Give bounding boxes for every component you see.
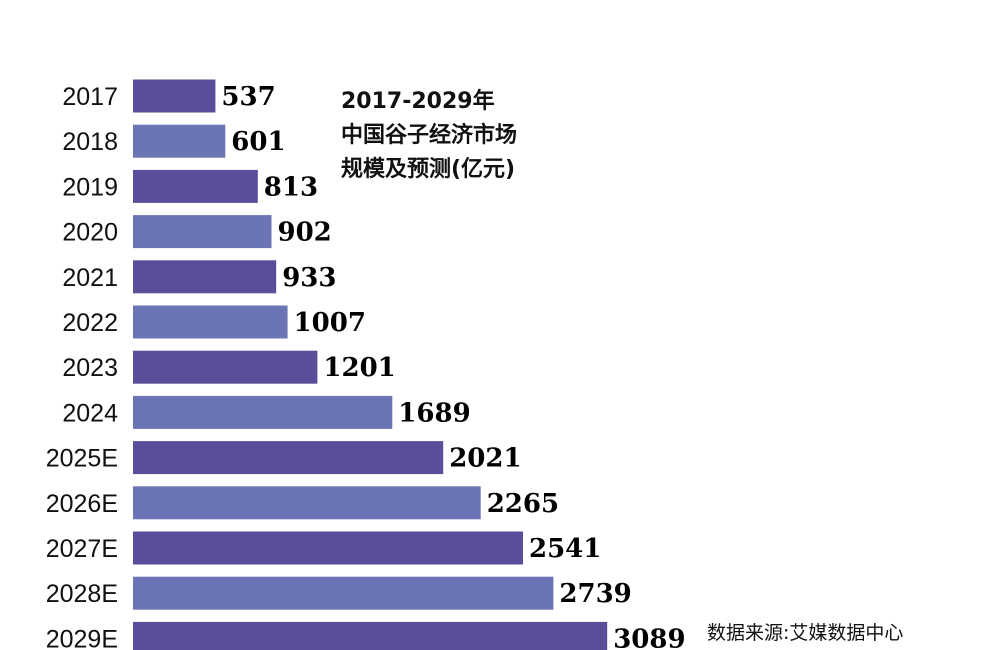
source-note: 数据来源:艾媒数据中心 [707, 622, 903, 644]
category-label: 2022 [62, 309, 118, 337]
value-label: 601 [231, 127, 285, 157]
category-label: 2019 [62, 173, 118, 201]
category-label: 2020 [62, 219, 118, 247]
category-label: 2025E [46, 445, 118, 473]
value-label: 3089 [613, 624, 685, 650]
value-label: 2739 [559, 579, 631, 609]
bar-2023 [133, 350, 318, 384]
value-label: 1689 [398, 398, 470, 428]
category-label: 2027E [46, 535, 118, 563]
value-label: 2541 [529, 534, 601, 564]
title-line-1: 2017-2029年 [341, 88, 495, 114]
value-label: 933 [282, 263, 336, 293]
category-label: 2017 [62, 83, 118, 111]
bar-2022 [133, 305, 288, 339]
value-label: 2265 [487, 489, 559, 519]
bar-2021 [133, 260, 277, 294]
category-label: 2021 [62, 264, 118, 292]
value-label: 537 [221, 82, 275, 112]
bar-2028E [133, 576, 554, 610]
title-line-2: 中国谷子经济市场 [341, 122, 517, 148]
value-label: 1007 [294, 308, 366, 338]
bar-2017 [133, 79, 216, 113]
category-label: 2023 [62, 354, 118, 382]
category-label: 2018 [62, 128, 118, 156]
bar-2018 [133, 124, 226, 158]
bar-2019 [133, 169, 258, 203]
category-label: 2028E [46, 580, 118, 608]
value-label: 813 [264, 172, 318, 202]
title-line-3: 规模及预测(亿元) [341, 157, 515, 182]
category-label: 2026E [46, 490, 118, 518]
bar-2020 [133, 215, 272, 249]
value-label: 1201 [323, 353, 395, 383]
chart-title: 2017-2029年 中国谷子经济市场 规模及预测(亿元) [341, 88, 517, 182]
bar-2029E [133, 621, 608, 650]
category-label: 2029E [46, 625, 118, 650]
category-labels: 2017 2018 2019 2020 2021 2022 2023 2024 2025E 202… [46, 83, 118, 650]
value-label: 902 [278, 218, 332, 248]
bar-2026E [133, 486, 481, 520]
bar-2027E [133, 531, 523, 565]
bar-2024 [133, 395, 393, 429]
value-label: 2021 [449, 444, 521, 474]
category-label: 2024 [62, 399, 118, 427]
bars [133, 79, 608, 650]
bar-2025E [133, 441, 444, 475]
